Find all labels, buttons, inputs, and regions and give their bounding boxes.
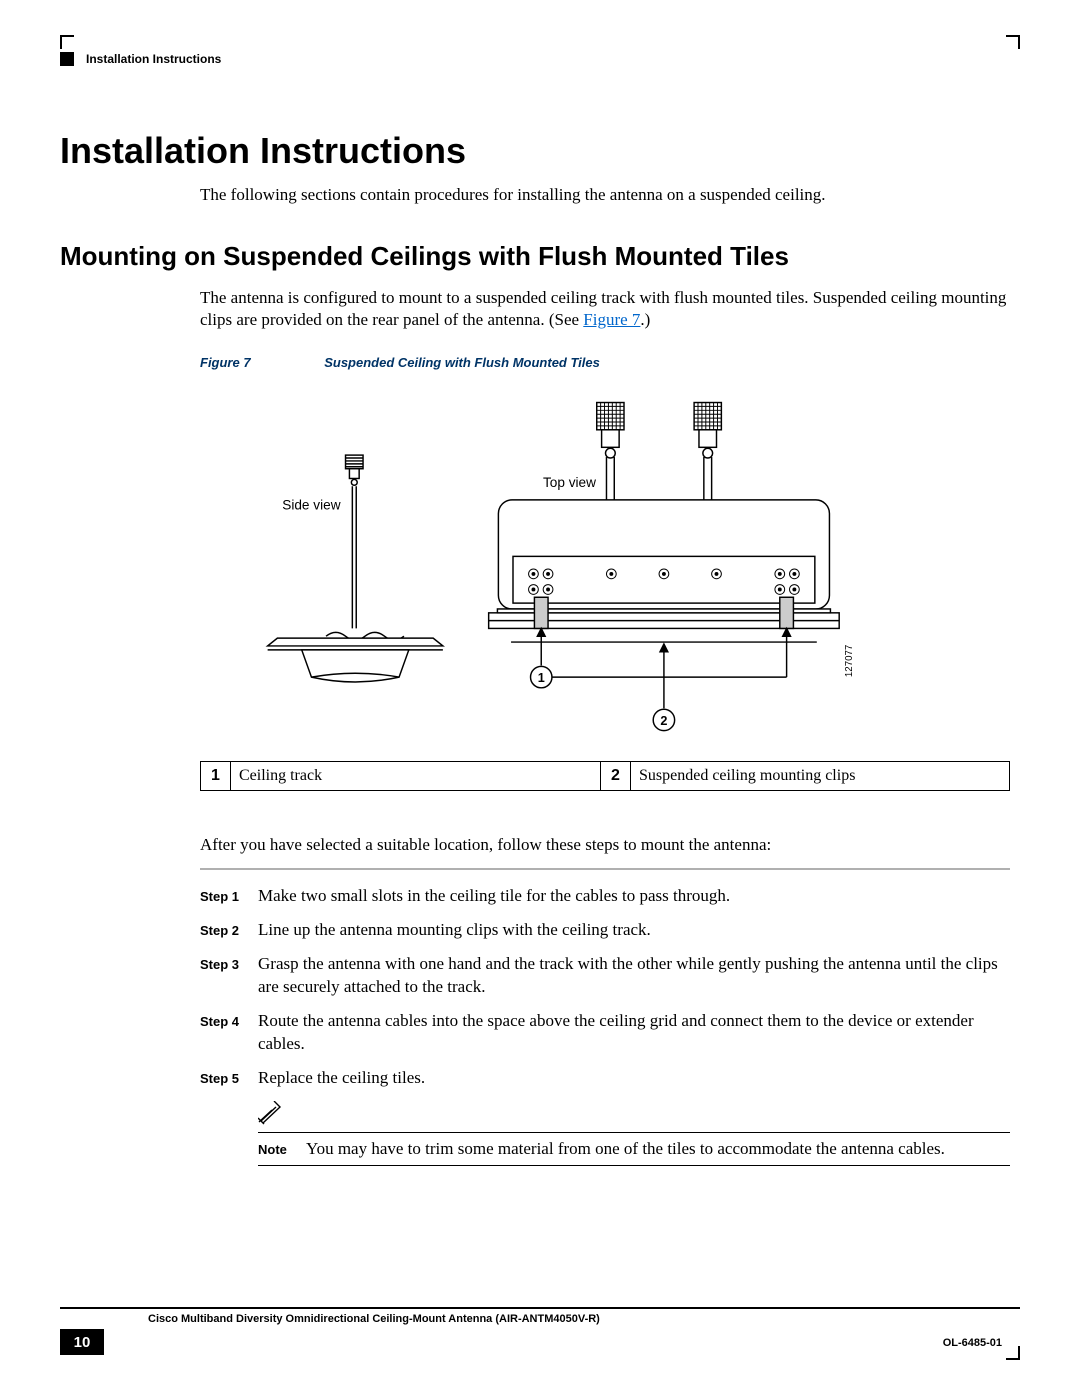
footer-ol-number: OL-6485-01 <box>943 1337 1002 1349</box>
header-marker-icon <box>60 52 74 66</box>
legend-desc: Suspended ceiling mounting clips <box>631 762 1010 791</box>
section-body: The antenna is configured to mount to a … <box>200 287 1010 331</box>
step-label: Step 2 <box>200 919 258 942</box>
figure-caption: Figure 7 Suspended Ceiling with Flush Mo… <box>200 355 600 370</box>
table-row: 1 Ceiling track 2 Suspended ceiling moun… <box>201 762 1010 791</box>
step-text: Make two small slots in the ceiling tile… <box>258 885 1020 908</box>
note-row: Note You may have to trim some material … <box>258 1139 1020 1159</box>
step-text: Grasp the antenna with one hand and the … <box>258 953 1020 999</box>
legend-num: 1 <box>201 762 231 791</box>
callout-2: 2 <box>660 714 667 728</box>
section-title: Mounting on Suspended Ceilings with Flus… <box>60 241 789 272</box>
step-text: Line up the antenna mounting clips with … <box>258 919 1020 942</box>
steps-intro: After you have selected a suitable locat… <box>200 835 771 855</box>
note-rule <box>258 1132 1010 1133</box>
figure-caption-text: Suspended Ceiling with Flush Mounted Til… <box>324 355 600 370</box>
intro-text: The following sections contain procedure… <box>200 185 1000 205</box>
horizontal-rule <box>200 868 1010 870</box>
legend-table: 1 Ceiling track 2 Suspended ceiling moun… <box>200 761 1010 791</box>
note-label: Note <box>258 1139 306 1159</box>
side-view-label: Side view <box>282 498 340 513</box>
legend-num: 2 <box>601 762 631 791</box>
step-label: Step 5 <box>200 1067 258 1090</box>
step-label: Step 3 <box>200 953 258 999</box>
step-item: Step 1 Make two small slots in the ceili… <box>200 885 1020 908</box>
page: Installation Instructions Installation I… <box>60 35 1020 1355</box>
crop-mark <box>1006 35 1020 49</box>
figure-label: Figure 7 <box>200 355 251 370</box>
running-header: Installation Instructions <box>60 45 221 73</box>
note-icon <box>258 1101 1020 1130</box>
step-text: Route the antenna cables into the space … <box>258 1010 1020 1056</box>
legend-desc: Ceiling track <box>231 762 601 791</box>
footer-rule <box>60 1307 1020 1309</box>
step-item: Step 4 Route the antenna cables into the… <box>200 1010 1020 1056</box>
footer-doc-title: Cisco Multiband Diversity Omnidirectiona… <box>148 1313 600 1325</box>
step-item: Step 2 Line up the antenna mounting clip… <box>200 919 1020 942</box>
step-label: Step 1 <box>200 885 258 908</box>
step-label: Step 4 <box>200 1010 258 1056</box>
crop-mark <box>1006 1346 1020 1360</box>
figure-id: 127077 <box>844 645 855 677</box>
step-item: Step 3 Grasp the antenna with one hand a… <box>200 953 1020 999</box>
body-text-post: .) <box>640 310 650 329</box>
steps-list: Step 1 Make two small slots in the ceili… <box>200 885 1020 1166</box>
top-view-label: Top view <box>543 475 596 490</box>
page-title: Installation Instructions <box>60 130 466 172</box>
header-breadcrumb: Installation Instructions <box>86 52 221 66</box>
figure-diagram: Side view Top view <box>200 385 900 755</box>
callout-1: 1 <box>538 671 545 685</box>
note-text: You may have to trim some material from … <box>306 1139 1020 1159</box>
figure-link[interactable]: Figure 7 <box>583 310 640 329</box>
note-rule <box>258 1165 1010 1166</box>
page-number: 10 <box>60 1329 104 1355</box>
step-item: Step 5 Replace the ceiling tiles. <box>200 1067 1020 1090</box>
step-text: Replace the ceiling tiles. <box>258 1067 1020 1090</box>
